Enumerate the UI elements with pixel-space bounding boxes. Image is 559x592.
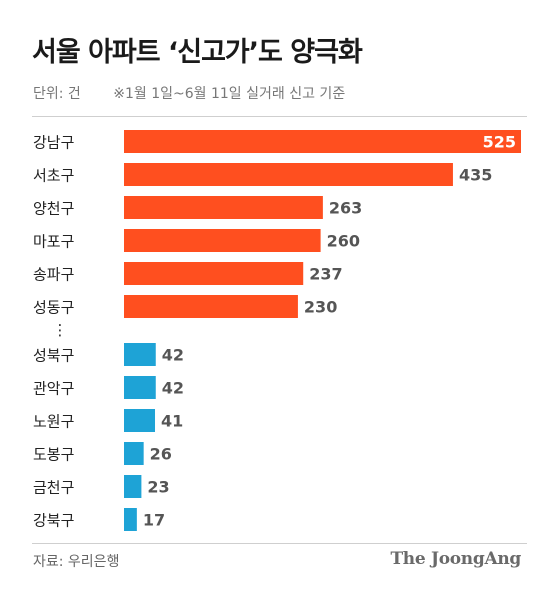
category-label: 강북구 — [33, 512, 74, 530]
value-label: 260 — [327, 232, 360, 251]
bar — [124, 508, 137, 531]
value-label: 435 — [459, 166, 492, 185]
subtitle-row: 단위: 건 ※1월 1일~6월 11일 실거래 신고 기준 — [33, 83, 373, 103]
bar — [124, 295, 298, 318]
note-label: ※1월 1일~6월 11일 실거래 신고 기준 — [113, 86, 346, 102]
value-label: 42 — [162, 346, 184, 365]
bottom-divider — [32, 543, 527, 544]
category-label: 금천구 — [33, 479, 74, 497]
value-label: 525 — [483, 133, 516, 152]
category-label: 서초구 — [33, 167, 74, 185]
value-label: 23 — [147, 478, 169, 497]
bar — [124, 130, 521, 153]
category-label: 송파구 — [33, 266, 74, 284]
category-label: 도봉구 — [33, 446, 74, 464]
value-label: 42 — [162, 379, 184, 398]
chart-title: 서울 아파트 ‘신고가’도 양극화 — [32, 37, 363, 68]
bar — [124, 409, 156, 432]
category-label: 노원구 — [33, 413, 74, 431]
category-label: 강남구 — [33, 134, 74, 152]
bar — [124, 475, 142, 498]
category-label: 성동구 — [33, 299, 74, 317]
top-divider — [32, 116, 527, 117]
value-label: 41 — [161, 412, 183, 431]
bar — [124, 163, 453, 186]
value-label: 17 — [143, 511, 165, 530]
gap-marker: ⋮ — [53, 321, 68, 339]
source-label: 자료: 우리은행 — [33, 554, 120, 570]
bar — [124, 229, 321, 252]
bar — [124, 376, 156, 399]
publisher-logo: The JoongAng — [390, 549, 521, 569]
category-label: 마포구 — [33, 233, 74, 251]
value-label: 237 — [309, 265, 342, 284]
bar — [124, 442, 144, 465]
unit-label: 단위: 건 — [33, 86, 81, 102]
value-label: 263 — [329, 199, 362, 218]
category-label: 성북구 — [33, 347, 74, 365]
bar — [124, 262, 304, 285]
bar — [124, 343, 156, 366]
value-label: 230 — [304, 298, 337, 317]
category-label: 관악구 — [33, 380, 74, 398]
value-label: 26 — [150, 445, 172, 464]
category-label: 양천구 — [33, 200, 74, 218]
bar — [124, 196, 323, 219]
